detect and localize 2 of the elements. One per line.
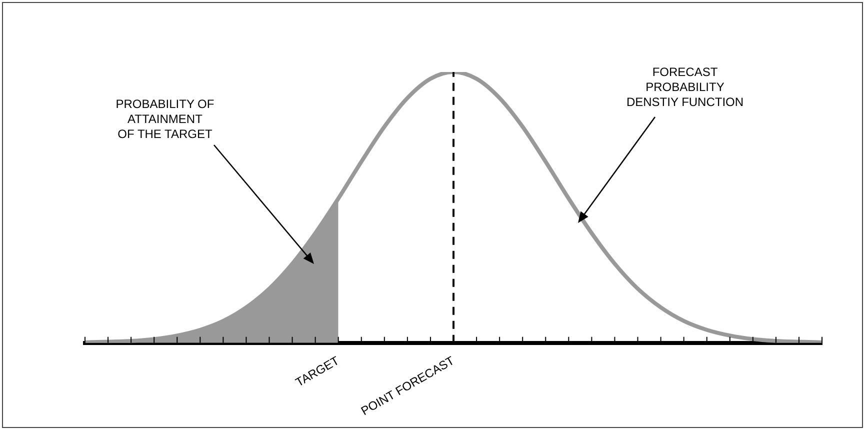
annotation: PROBABILITY OF ATTAINMENT OF THE TARGET: [114, 97, 216, 142]
annotation: FORECAST PROBABILITY DENSTIY FUNCTION: [625, 65, 745, 110]
